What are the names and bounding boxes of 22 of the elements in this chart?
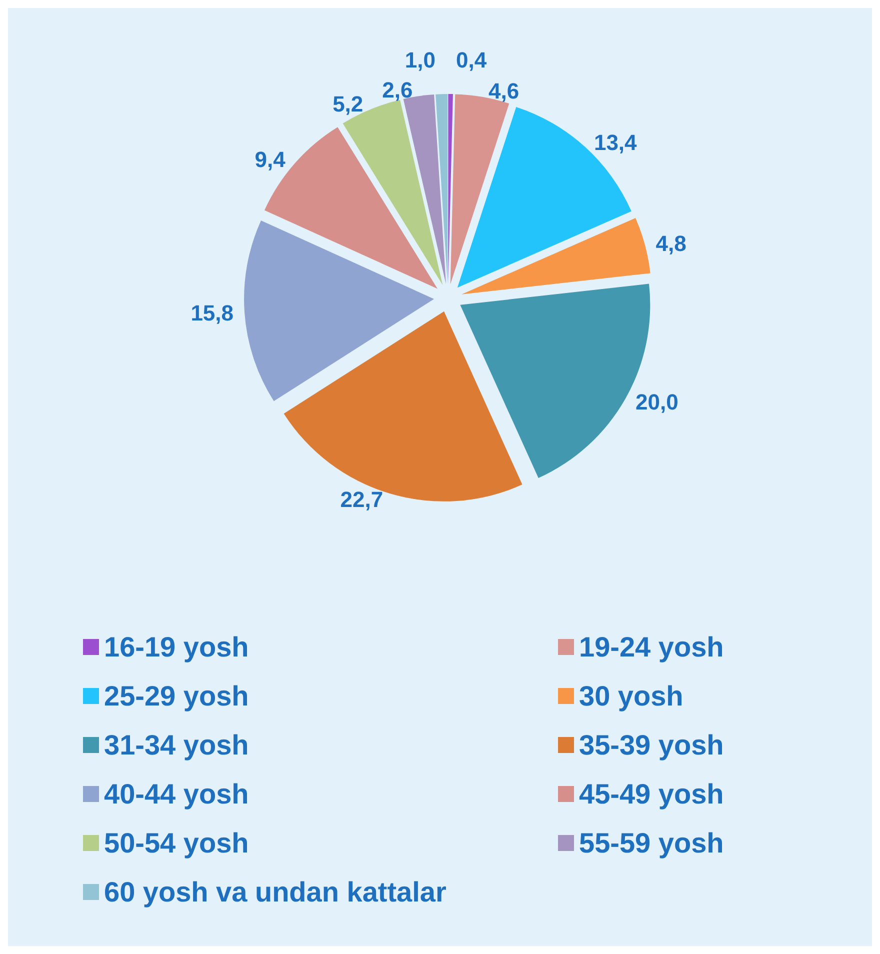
legend-label: 60 yosh va undan kattalar [104,876,446,908]
data-label: 15,8 [190,300,234,326]
legend-label: 45-49 yosh [579,778,724,810]
data-label: 5,2 [332,91,364,116]
data-label: 9,4 [254,146,286,172]
data-label: 20,0 [636,389,678,414]
data-label: 4,6 [488,78,520,104]
data-label: 1,0 [404,48,436,73]
legend-label: 50-54 yosh [104,828,249,858]
data-label: 0,4 [456,48,488,73]
legend-label: 25-29 yosh [104,680,249,712]
data-label: 2,6 [382,78,413,103]
legend-label: 40-44 yosh [104,778,249,810]
legend-label: 31-34 yosh [104,730,249,760]
data-label: 4,8 [656,230,686,256]
legend-label: 16-19 yosh [104,632,249,662]
legend-label: 30 yosh [579,680,684,712]
legend-label: 19-24 yosh [579,632,724,662]
data-label: 13,4 [594,130,638,155]
legend-label: 55-59 yosh [579,828,724,858]
legend-label: 35-39 yosh [579,730,724,760]
data-label: 22,7 [340,486,384,512]
